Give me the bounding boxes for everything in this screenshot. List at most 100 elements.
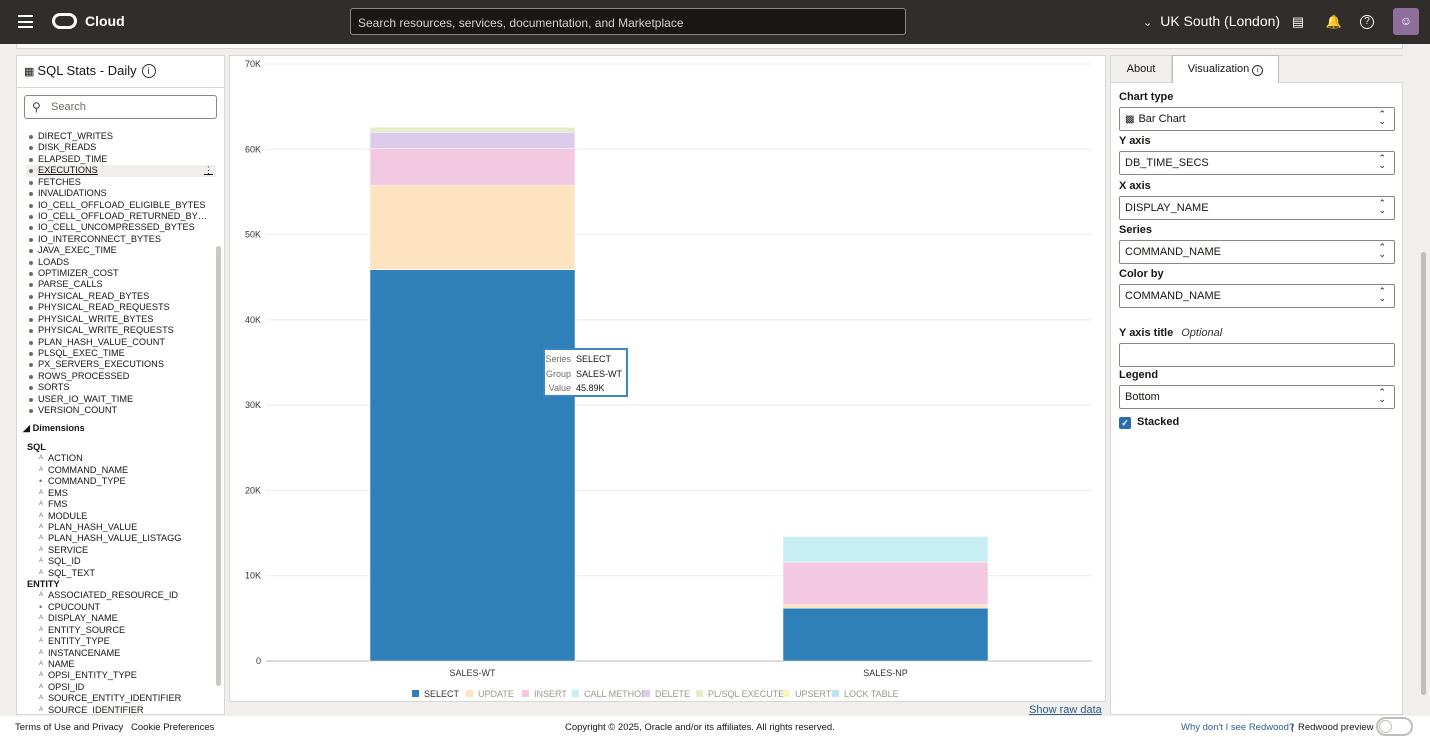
dimension-item[interactable]: COMMAND_NAME	[27, 465, 217, 477]
dimension-item[interactable]: ASSOCIATED_RESOURCE_ID	[27, 590, 217, 602]
dimensions-heading[interactable]: ◢ Dimensions	[23, 423, 85, 434]
x-axis-select[interactable]: DISPLAY_NAME ⌃ ⌄	[1119, 196, 1395, 220]
metric-item[interactable]: PHYSICAL_READ_BYTES	[26, 291, 216, 302]
metric-item[interactable]: IO_CELL_UNCOMPRESSED_BYTES	[26, 222, 216, 233]
dimension-group-heading: SQL	[27, 442, 46, 452]
metric-item[interactable]: IO_CELL_OFFLOAD_RETURNED_BY…	[26, 211, 216, 222]
stacked-checkbox[interactable]: ✓ Stacked	[1119, 416, 1179, 429]
metric-label: PHYSICAL_WRITE_BYTES	[38, 313, 154, 324]
global-search-input[interactable]: Search resources, services, documentatio…	[350, 8, 906, 35]
dimension-item[interactable]: SERVICE	[27, 545, 217, 557]
y-tick-label: 10K	[245, 571, 261, 581]
tooltip-group-key: Group	[545, 368, 571, 379]
info-icon[interactable]: i	[141, 64, 156, 78]
dimension-item[interactable]: SQL_ID	[27, 556, 217, 568]
panel-search-input[interactable]: ⚲ Search	[24, 95, 217, 119]
oracle-logo-icon[interactable]	[52, 13, 77, 29]
dimension-item[interactable]: DISPLAY_NAME	[27, 613, 217, 625]
bar-chart-icon: ▩	[1125, 114, 1135, 125]
metric-item[interactable]: ELAPSED_TIME	[26, 154, 216, 165]
dimension-item[interactable]: ENTITY_SOURCE	[27, 625, 217, 637]
metric-item[interactable]: PLAN_HASH_VALUE_COUNT	[26, 337, 216, 348]
bar-chart: 0 10K 20K 30K 40K 50K 60K 70K SALES-WT SALES-NP SE…	[245, 59, 1092, 699]
dimension-item[interactable]: PLAN_HASH_VALUE	[27, 522, 217, 534]
tab-about[interactable]: About	[1111, 56, 1172, 83]
dimension-item[interactable]: OPSI_ID	[27, 682, 217, 694]
top-bar: Cloud Search resources, services, docume…	[0, 0, 1430, 44]
legend-swatch	[696, 690, 703, 697]
dimension-item[interactable]: MODULE	[27, 511, 217, 523]
dimension-item[interactable]: PLAN_HASH_VALUE_LISTAGG	[27, 533, 217, 545]
metric-item[interactable]: SORTS	[26, 382, 216, 393]
metric-label: DIRECT_WRITES	[38, 131, 114, 141]
color-by-select[interactable]: COMMAND_NAME ⌃ ⌄	[1119, 284, 1395, 308]
dimension-item[interactable]: COMMAND_TYPE	[27, 476, 217, 488]
cookie-preferences-link[interactable]: Cookie Preferences	[131, 722, 215, 733]
legend-swatch	[832, 690, 839, 697]
dimension-item[interactable]: CPUCOUNT	[27, 602, 217, 614]
dimension-item[interactable]: ENTITY_TYPE	[27, 636, 217, 648]
series-select[interactable]: COMMAND_NAME ⌃ ⌄	[1119, 240, 1395, 264]
metric-label: PHYSICAL_READ_REQUESTS	[38, 302, 170, 313]
metric-item[interactable]: PX_SERVERS_EXECUTIONS	[26, 359, 216, 370]
show-raw-data-link[interactable]: Show raw data	[1029, 704, 1102, 716]
legend-select[interactable]: Bottom ⌃ ⌄	[1119, 385, 1395, 409]
help-icon[interactable]: ?	[1360, 15, 1374, 29]
info-icon[interactable]: i	[1252, 65, 1264, 76]
region-selector[interactable]: ⌄ UK South (London)	[1143, 13, 1280, 29]
metric-item[interactable]: INVALIDATIONS	[26, 188, 216, 199]
metric-item[interactable]: IO_CELL_OFFLOAD_ELIGIBLE_BYTES	[26, 200, 216, 211]
kebab-menu-icon[interactable]: ⋮	[203, 165, 213, 176]
dimension-item[interactable]: EMS	[27, 488, 217, 500]
dimension-item[interactable]: FMS	[27, 499, 217, 511]
metric-item[interactable]: JAVA_EXEC_TIME	[26, 245, 216, 256]
bar-segment	[369, 269, 576, 662]
metric-item[interactable]: USER_IO_WAIT_TIME	[26, 394, 216, 405]
y-tick-label: 20K	[245, 485, 261, 495]
dimension-item[interactable]: SOURCE_ENTITY_IDENTIFIER	[27, 693, 217, 705]
metric-item[interactable]: PHYSICAL_WRITE_REQUESTS	[26, 325, 216, 336]
redwood-preview-label: Redwood preview	[1298, 722, 1374, 733]
panel-scrollbar[interactable]	[216, 246, 221, 686]
metric-item[interactable]: PLSQL_EXEC_TIME	[26, 348, 216, 359]
cloud-shell-icon[interactable]: ▤	[1291, 14, 1305, 29]
metric-item[interactable]: EXECUTIONS ⋮	[26, 165, 216, 177]
legend-label: CALL METHOD	[584, 689, 648, 699]
dimension-item[interactable]: OPSI_ENTITY_TYPE	[27, 670, 217, 682]
metric-item[interactable]: DISK_READS	[26, 142, 216, 153]
hamburger-menu-icon[interactable]	[18, 15, 33, 28]
dimension-item[interactable]: NAME	[27, 659, 217, 671]
metric-label: USER_IO_WAIT_TIME	[38, 393, 134, 404]
stacked-label: Stacked	[1137, 416, 1180, 428]
redwood-preview-toggle[interactable]	[1376, 717, 1413, 736]
page-scrollbar[interactable]	[1421, 252, 1426, 695]
metric-item[interactable]: IO_INTERCONNECT_BYTES	[26, 234, 216, 245]
metric-item[interactable]: DIRECT_WRITES	[26, 131, 216, 142]
dimension-item[interactable]: INSTANCENAME	[27, 648, 217, 660]
chart-tooltip: Series SELECT Group SALES-WT Value 45.89K	[543, 348, 628, 397]
metric-item[interactable]: PHYSICAL_READ_REQUESTS	[26, 302, 216, 313]
y-axis-select[interactable]: DB_TIME_SECS ⌃ ⌄	[1119, 151, 1395, 175]
chart-type-select[interactable]: ▩ Bar Chart ⌃ ⌄	[1119, 107, 1395, 131]
why-redwood-link[interactable]: Why don't I see Redwood?	[1181, 722, 1295, 733]
brand-name[interactable]: Cloud	[85, 13, 125, 29]
bell-icon[interactable]: 🔔	[1325, 14, 1343, 29]
metric-item[interactable]: VERSION_COUNT	[26, 405, 216, 416]
metric-item[interactable]: LOADS	[26, 257, 216, 268]
y-axis-title-input[interactable]	[1119, 343, 1395, 367]
metric-item[interactable]: ROWS_PROCESSED	[26, 371, 216, 382]
metric-label: JAVA_EXEC_TIME	[38, 245, 117, 256]
legend-label: SELECT	[424, 689, 460, 699]
metric-item[interactable]: PARSE_CALLS	[26, 279, 216, 290]
dimension-item[interactable]: SOURCE_IDENTIFIER	[27, 705, 217, 714]
terms-link[interactable]: Terms of Use and Privacy	[15, 722, 124, 733]
metric-item[interactable]: PHYSICAL_WRITE_BYTES	[26, 314, 216, 325]
dimension-item[interactable]: SQL_TEXT	[27, 568, 217, 580]
search-icon: ⚲	[32, 100, 41, 114]
metric-item[interactable]: OPTIMIZER_COST	[26, 268, 216, 279]
chart-type-value: Bar Chart	[1138, 113, 1186, 125]
metric-item[interactable]: FETCHES	[26, 177, 216, 188]
tab-visualization[interactable]: Visualization i	[1172, 55, 1279, 83]
dimension-item[interactable]: ACTION	[27, 453, 217, 465]
avatar[interactable]: ☺	[1393, 8, 1419, 35]
